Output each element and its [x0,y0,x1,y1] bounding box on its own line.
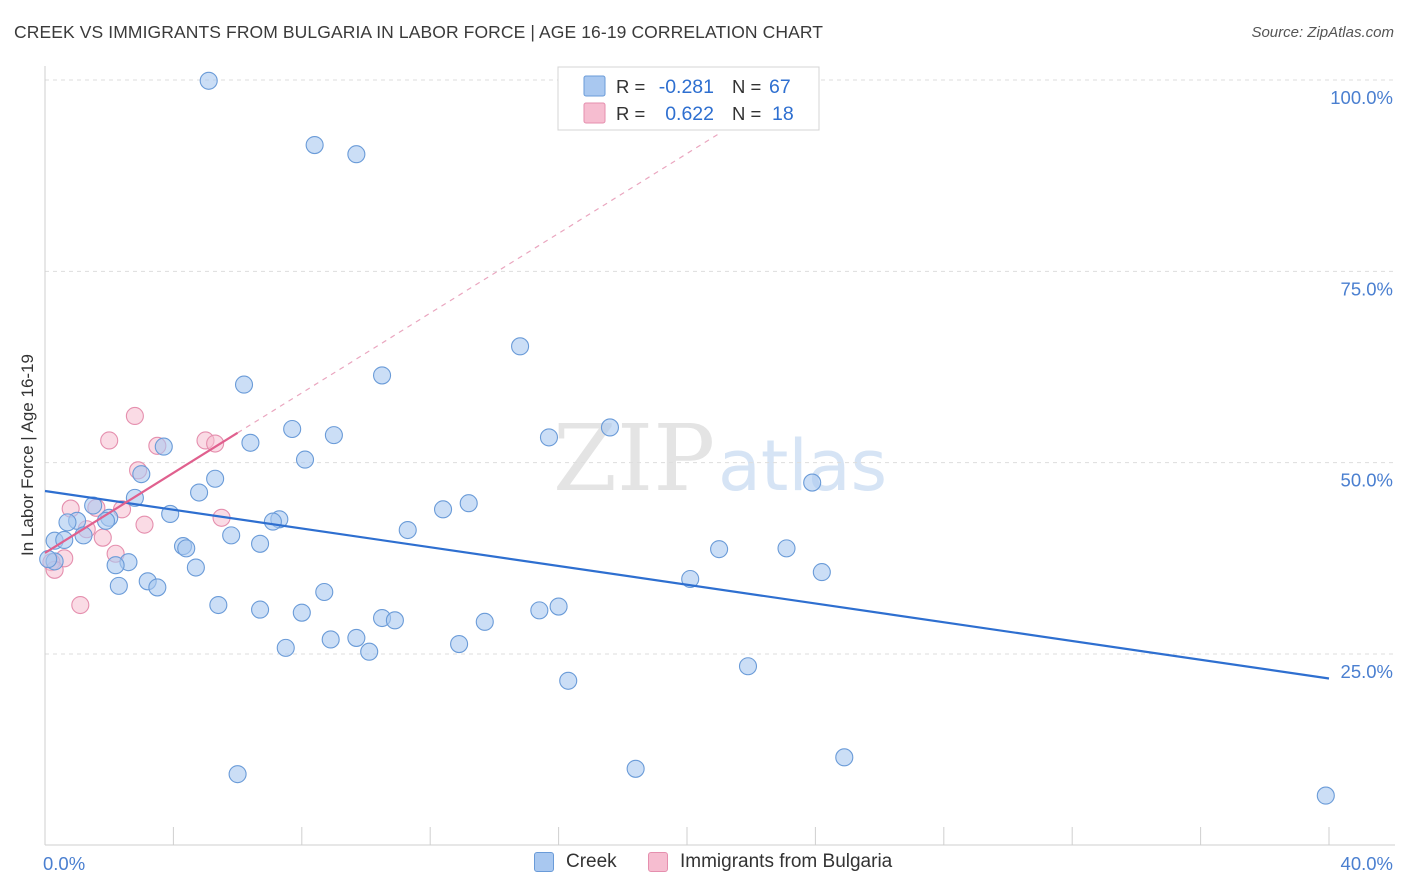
legend-label-creek: Creek [566,851,617,872]
watermark-atlas: atlas [718,425,887,507]
legend-swatch-creek [534,852,554,872]
point-creek [177,539,196,558]
point-creek [190,483,209,502]
point-creek [251,600,270,619]
point-creek [228,765,247,784]
point-creek [530,601,549,620]
point-creek [321,630,340,649]
legend-item-bulgaria[interactable]: Immigrants from Bulgaria [648,851,892,873]
point-creek [459,494,478,513]
point-creek [835,748,854,767]
point-creek [681,569,700,589]
point-creek [209,595,228,615]
point-creek [199,71,218,90]
point-creek [58,513,77,532]
legend-label-bulgaria: Immigrants from Bulgaria [680,851,893,872]
point-creek [324,426,343,445]
point-creek [315,582,334,602]
point-bulgaria [93,528,112,547]
point-creek [154,437,173,456]
tick-labels: 25.0% 50.0% 75.0% 100.0% 0.0% 40.0% [43,87,1393,874]
y-tick-label-0: 25.0% [1341,661,1393,682]
point-creek [109,576,128,595]
stats-legend-swatch-bulgaria [583,102,606,124]
y-tick-label-3: 100.0% [1330,87,1393,108]
point-creek [433,500,453,519]
point-creek [450,635,469,654]
data-points [39,71,1335,805]
watermark-zip: ZIP [553,405,715,512]
trend-line-bulgaria-extrapolated [237,133,720,434]
stats-r-value-creek: -0.281 [659,76,714,98]
trend-line-bulgaria [44,431,239,554]
series-legend: Creek Immigrants from Bulgaria [0,851,1406,879]
point-creek [234,375,254,394]
stats-n-value-creek: 67 [769,76,791,98]
point-creek [132,465,151,484]
point-creek [295,450,315,469]
point-creek [559,671,578,690]
point-creek [347,628,366,647]
point-bulgaria [125,406,144,426]
point-creek [738,657,758,676]
stats-n-value-bulgaria: 18 [772,103,794,125]
stats-r-value-bulgaria: 0.622 [665,103,714,125]
point-creek [385,611,404,630]
axes [44,66,1395,846]
point-creek [305,136,324,155]
point-creek [360,642,379,661]
y-tick-label-2: 75.0% [1341,278,1393,299]
point-creek [812,563,831,582]
point-creek [398,520,417,540]
x-tick-label-1: 40.0% [1341,853,1393,874]
legend-swatch-bulgaria [648,852,668,872]
point-creek [263,512,282,531]
x-tick-label-0: 0.0% [43,853,85,874]
point-creek [600,418,620,437]
point-creek [283,419,302,439]
stats-n-label-bulgaria: N = [732,103,761,124]
point-creek [777,539,796,558]
stats-n-label-creek: N = [732,76,761,97]
point-creek [347,145,366,164]
point-creek [222,526,241,545]
point-creek [475,612,494,631]
stats-legend: R = -0.281 N = 67 R = 0.622 N = 18 [557,66,820,131]
stats-r-label-bulgaria: R = [616,103,645,124]
point-creek [292,603,311,622]
point-creek [206,469,225,488]
point-creek [186,558,205,577]
legend-item-creek[interactable]: Creek [534,851,617,873]
point-bulgaria [100,431,119,450]
point-creek [549,597,568,616]
point-creek [1316,786,1335,805]
point-bulgaria [71,595,90,615]
point-creek [106,556,125,575]
point-bulgaria [206,434,225,453]
point-creek [148,578,167,597]
point-creek [251,534,270,553]
watermark: ZIP atlas [553,405,887,512]
point-creek [803,473,822,492]
y-axis-label: In Labor Force | Age 16-19 [18,354,37,556]
trend-line-creek [44,489,1330,680]
chart-source: Source: ZipAtlas.com [1251,24,1394,41]
point-creek [539,428,559,447]
point-bulgaria [135,515,154,534]
point-creek [511,337,530,356]
chart-title: CREEK VS IMMIGRANTS FROM BULGARIA IN LAB… [14,22,824,42]
point-creek [626,759,645,778]
trend-lines [237,133,720,434]
y-tick-label-1: 50.0% [1341,470,1393,491]
stats-r-label-creek: R = [616,76,645,97]
grid-lines [45,79,1395,655]
point-creek [39,550,58,569]
stats-legend-swatch-creek [583,75,606,97]
point-creek [276,638,295,657]
point-creek [241,433,260,452]
point-creek [710,540,729,559]
point-creek [372,366,392,385]
